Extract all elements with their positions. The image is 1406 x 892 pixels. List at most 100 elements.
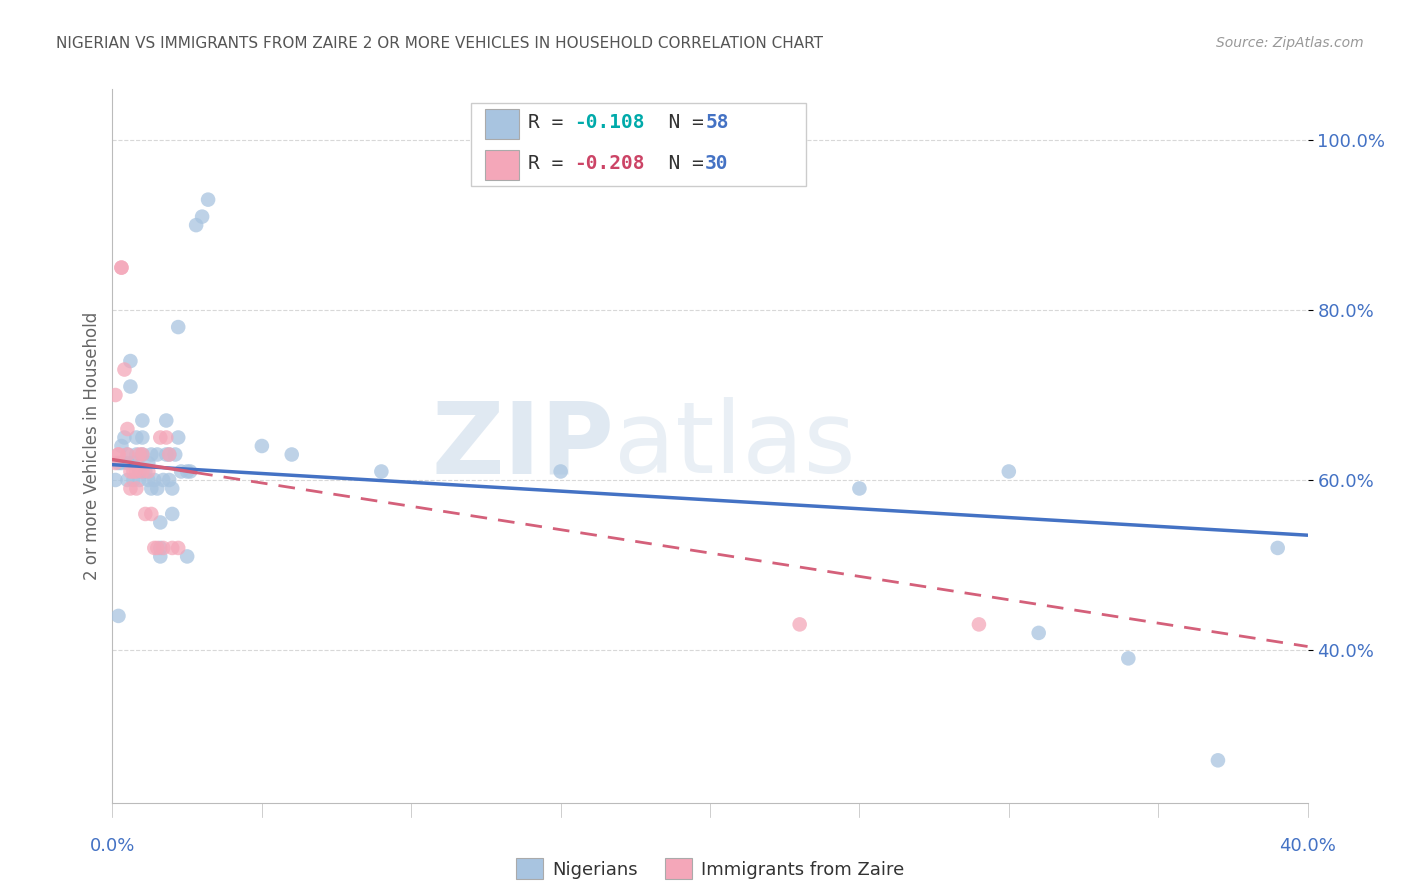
Point — [1028, 626, 1050, 640]
Point — [110, 456, 132, 470]
Point — [128, 465, 150, 479]
Point — [122, 456, 145, 470]
Text: 30: 30 — [706, 154, 728, 173]
Point — [107, 456, 129, 470]
Legend: Nigerians, Immigrants from Zaire: Nigerians, Immigrants from Zaire — [509, 851, 911, 887]
Point — [122, 465, 145, 479]
Point — [170, 465, 193, 479]
Point — [120, 482, 142, 496]
Point — [120, 379, 142, 393]
Point — [848, 482, 870, 496]
Point — [104, 388, 127, 402]
Point — [197, 193, 219, 207]
Point — [167, 430, 190, 444]
Point — [117, 448, 139, 462]
Point — [157, 448, 180, 462]
Point — [186, 218, 208, 232]
Point — [110, 439, 132, 453]
Point — [250, 439, 273, 453]
Point — [120, 465, 142, 479]
Point — [107, 448, 129, 462]
Point — [157, 473, 180, 487]
Point — [125, 430, 148, 444]
Point — [141, 507, 163, 521]
Point — [114, 362, 135, 376]
Point — [131, 448, 153, 462]
Point — [143, 541, 166, 555]
Point — [117, 473, 139, 487]
Point — [179, 465, 201, 479]
Text: 0.0%: 0.0% — [90, 837, 135, 855]
Point — [967, 617, 990, 632]
Point — [176, 549, 198, 564]
Point — [117, 448, 139, 462]
Text: atlas: atlas — [614, 398, 856, 494]
Point — [143, 473, 166, 487]
Point — [110, 260, 132, 275]
Text: 58: 58 — [706, 113, 728, 132]
Point — [165, 448, 187, 462]
Point — [149, 549, 172, 564]
FancyBboxPatch shape — [485, 110, 519, 139]
Point — [146, 482, 169, 496]
Text: NIGERIAN VS IMMIGRANTS FROM ZAIRE 2 OR MORE VEHICLES IN HOUSEHOLD CORRELATION CH: NIGERIAN VS IMMIGRANTS FROM ZAIRE 2 OR M… — [56, 36, 824, 51]
Point — [134, 465, 156, 479]
Point — [152, 473, 174, 487]
Point — [125, 465, 148, 479]
Point — [1267, 541, 1289, 555]
Point — [131, 413, 153, 427]
Point — [131, 448, 153, 462]
Text: -0.208: -0.208 — [574, 154, 644, 173]
Point — [149, 541, 172, 555]
Point — [162, 482, 183, 496]
Point — [191, 210, 214, 224]
Point — [117, 422, 139, 436]
Point — [281, 448, 304, 462]
Point — [107, 448, 129, 462]
Text: Source: ZipAtlas.com: Source: ZipAtlas.com — [1216, 36, 1364, 50]
Point — [157, 448, 180, 462]
Text: 40.0%: 40.0% — [1279, 837, 1336, 855]
Point — [138, 465, 160, 479]
Point — [998, 465, 1021, 479]
FancyBboxPatch shape — [471, 103, 806, 186]
Point — [107, 608, 129, 623]
Point — [162, 507, 183, 521]
Point — [146, 448, 169, 462]
Text: -0.108: -0.108 — [574, 113, 644, 132]
Point — [122, 473, 145, 487]
Point — [138, 456, 160, 470]
Point — [167, 541, 190, 555]
Text: ZIP: ZIP — [432, 398, 614, 494]
Point — [789, 617, 811, 632]
Point — [128, 448, 150, 462]
Point — [155, 430, 177, 444]
Y-axis label: 2 or more Vehicles in Household: 2 or more Vehicles in Household — [83, 312, 101, 580]
Text: R =: R = — [529, 154, 575, 173]
FancyBboxPatch shape — [485, 151, 519, 180]
Point — [176, 465, 198, 479]
Point — [125, 482, 148, 496]
Point — [146, 541, 169, 555]
Point — [149, 430, 172, 444]
Point — [104, 473, 127, 487]
Point — [104, 456, 127, 470]
Point — [149, 516, 172, 530]
Point — [125, 448, 148, 462]
Point — [138, 473, 160, 487]
Point — [128, 473, 150, 487]
Point — [155, 413, 177, 427]
Point — [152, 541, 174, 555]
Point — [114, 430, 135, 444]
Point — [120, 354, 142, 368]
Text: N =: N = — [645, 113, 716, 132]
Point — [141, 448, 163, 462]
Point — [1206, 753, 1229, 767]
Point — [550, 465, 572, 479]
Point — [134, 507, 156, 521]
Text: R =: R = — [529, 113, 575, 132]
Point — [117, 456, 139, 470]
Point — [155, 448, 177, 462]
Point — [131, 465, 153, 479]
Point — [141, 482, 163, 496]
